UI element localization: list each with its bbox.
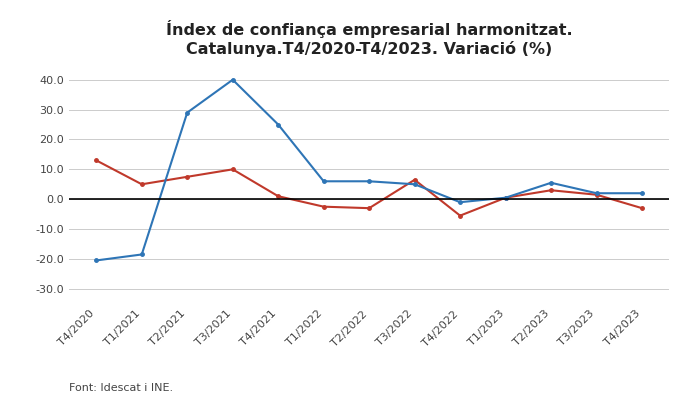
Anual — [411, 182, 419, 187]
Trimestral — [137, 182, 146, 187]
Anual — [502, 195, 510, 200]
Anual — [638, 191, 646, 196]
Text: Font: Idescat i INE.: Font: Idescat i INE. — [69, 383, 173, 393]
Anual — [137, 252, 146, 257]
Anual — [228, 77, 237, 82]
Trimestral — [456, 213, 464, 218]
Trimestral — [319, 204, 328, 209]
Trimestral — [183, 175, 191, 179]
Anual — [319, 179, 328, 184]
Trimestral — [92, 158, 101, 163]
Title: Índex de confiança empresarial harmonitzat.
Catalunya.T4/2020-T4/2023. Variació : Índex de confiança empresarial harmonitz… — [166, 20, 573, 57]
Trimestral — [502, 195, 510, 200]
Anual — [593, 191, 601, 196]
Anual — [365, 179, 373, 184]
Line: Anual: Anual — [95, 78, 644, 262]
Trimestral — [274, 194, 282, 199]
Line: Trimestral: Trimestral — [95, 159, 644, 217]
Trimestral — [228, 167, 237, 172]
Trimestral — [411, 177, 419, 182]
Trimestral — [547, 188, 555, 193]
Trimestral — [593, 192, 601, 197]
Anual — [183, 110, 191, 115]
Anual — [92, 258, 101, 263]
Trimestral — [365, 206, 373, 211]
Trimestral — [638, 206, 646, 211]
Anual — [274, 122, 282, 127]
Anual — [547, 180, 555, 185]
Anual — [456, 200, 464, 205]
